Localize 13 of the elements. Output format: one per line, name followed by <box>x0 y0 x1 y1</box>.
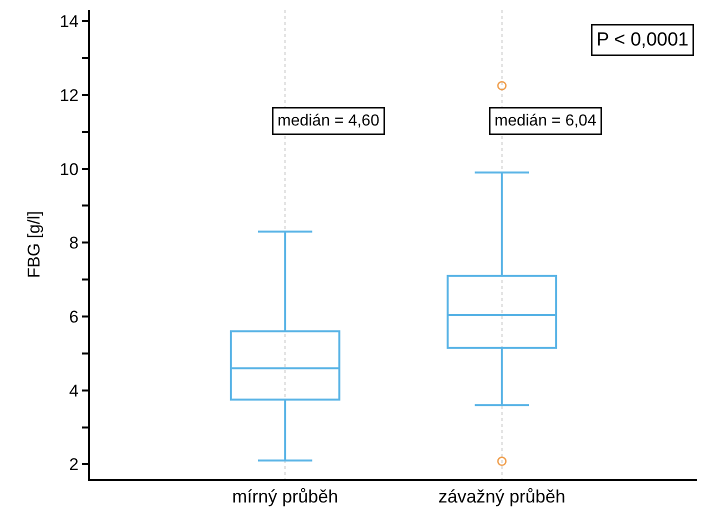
x-tick-label: mírný průběh <box>232 486 338 507</box>
y-tick-label: 14 <box>60 12 79 32</box>
y-tick-label: 12 <box>60 86 79 105</box>
annotation: P < 0,0001 <box>596 30 689 50</box>
annotation: medián = 6,04 <box>494 112 596 130</box>
y-tick-label: 4 <box>69 381 79 400</box>
y-axis-title: FBG [g/l] <box>24 210 44 278</box>
y-tick-label: 6 <box>69 307 79 326</box>
x-tick-label: závažný průběh <box>438 486 566 507</box>
annotation: medián = 4,60 <box>278 112 380 130</box>
y-tick-label: 2 <box>69 455 79 474</box>
y-tick-label: 10 <box>60 160 79 179</box>
y-tick-label: 8 <box>69 234 79 253</box>
